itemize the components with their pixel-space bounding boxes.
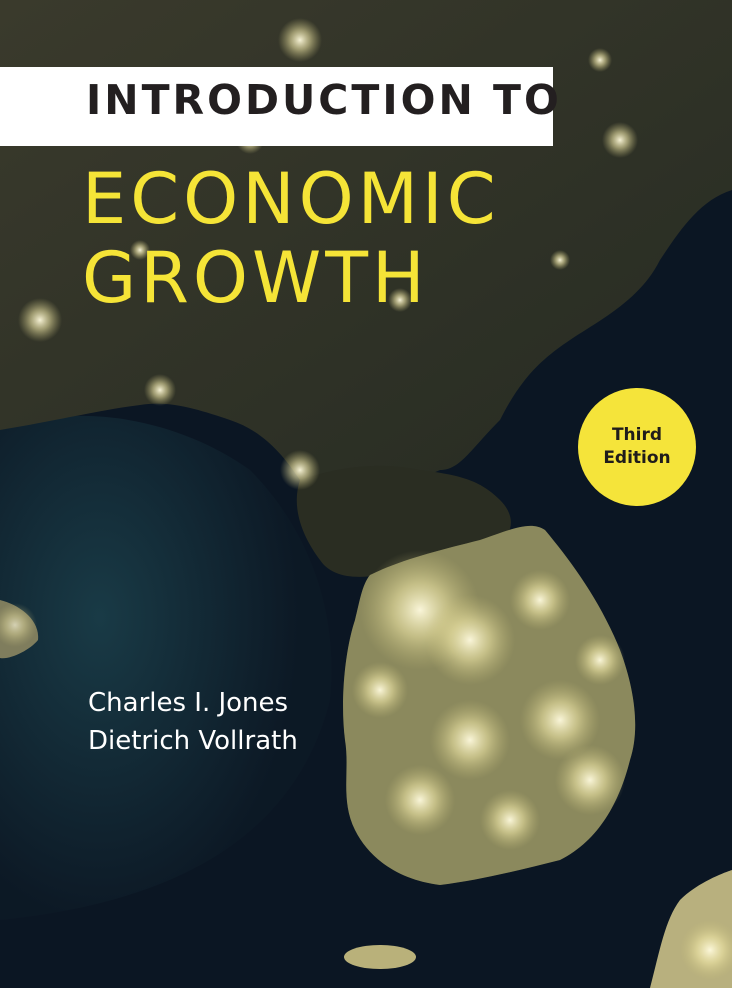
author-1: Charles I. Jones bbox=[88, 688, 289, 718]
edition-line-2: Edition bbox=[603, 448, 671, 468]
author-2: Dietrich Vollrath bbox=[88, 726, 298, 756]
title-line-2: ECONOMIC bbox=[82, 158, 500, 240]
title-bar bbox=[0, 67, 553, 146]
authors: Charles I. Jones Dietrich Vollrath bbox=[88, 684, 298, 760]
yellow-sea bbox=[0, 415, 332, 920]
edition-badge: Third Edition bbox=[578, 388, 696, 506]
edition-line-1: Third bbox=[611, 425, 663, 445]
title-line-1: INTRODUCTION TO bbox=[86, 76, 562, 124]
title-line-3: GROWTH bbox=[82, 237, 429, 319]
jeju-island bbox=[344, 945, 416, 969]
city-lights-south bbox=[352, 550, 625, 850]
